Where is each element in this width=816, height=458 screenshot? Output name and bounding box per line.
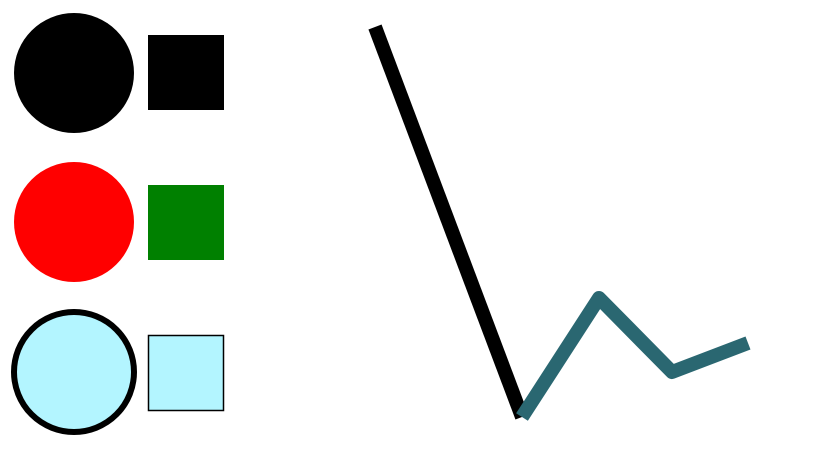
green-square [148,185,224,260]
black-square [148,35,224,110]
black-circle [14,13,134,133]
teal-zigzag-line [516,291,751,421]
light-cyan-square [147,334,225,412]
black-descending-line [368,24,529,420]
red-circle [14,162,134,282]
light-cyan-circle [11,309,137,435]
